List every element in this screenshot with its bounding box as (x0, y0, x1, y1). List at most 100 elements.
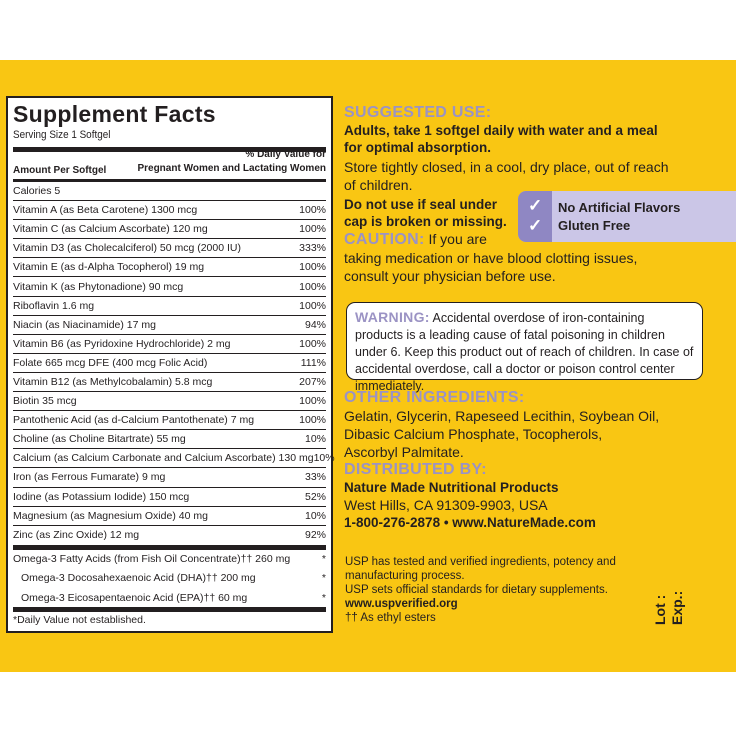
daily-value: 100% (299, 204, 326, 217)
nutrient-row: Zinc (as Zinc Oxide) 12 mg 92% (13, 526, 326, 545)
daily-value: 10% (313, 452, 335, 465)
daily-value: 207% (299, 375, 326, 388)
caution-line: consult your physician before use. (344, 268, 556, 284)
caution-line: taking medication or have blood clotting… (344, 250, 638, 266)
daily-value: * (321, 572, 326, 585)
ingredients-section: OTHER INGREDIENTS: Gelatin, Glycerin, Ra… (344, 389, 734, 531)
nutrient-row: Vitamin A (as Beta Carotene) 1300 mcg 100… (13, 201, 326, 221)
daily-value: 100% (299, 414, 326, 427)
other-ingredients-heading: OTHER INGREDIENTS: (344, 389, 525, 406)
daily-value: 333% (299, 242, 326, 255)
usp-line: USP sets official standards for dietary … (345, 584, 608, 596)
iron-warning-box: WARNING: Accidental overdose of iron-con… (346, 302, 703, 393)
divider (13, 544, 326, 550)
warning-text: Accidental overdose of iron-containing p… (355, 311, 694, 393)
claims-badge: ✓ ✓ No Artificial Flavors Gluten Free (518, 191, 736, 242)
nutrient-name: Choline (as Choline Bitartrate) 55 mg (13, 433, 186, 446)
nutrient-row: Vitamin B6 (as Pyridoxine Hydrochloride)… (13, 335, 326, 354)
divider (13, 147, 326, 152)
caution-heading: CAUTION: (344, 231, 425, 248)
facts-title: Supplement Facts (13, 101, 216, 127)
suggested-use-line: for optimal absorption. (344, 140, 491, 155)
distributor-name: Nature Made Nutritional Products (344, 480, 559, 495)
seal-line: Do not use if seal under (344, 197, 498, 212)
daily-value: 10% (304, 509, 326, 522)
nutrient-row: Vitamin B12 (as Methylcobalamin) 5.8 mcg… (13, 373, 326, 393)
daily-value: 100% (299, 223, 326, 236)
usp-line: USP has tested and verified ingredients,… (345, 556, 616, 568)
daily-value: 33% (304, 471, 326, 484)
nutrient-name: Omega-3 Docosahexaenoic Acid (DHA)†† 200… (21, 572, 256, 585)
nutrient-row: Folate 665 mcg DFE (400 mcg Folic Acid) 1… (13, 354, 326, 373)
nutrient-name: Omega-3 Fatty Acids (from Fish Oil Conce… (13, 553, 291, 566)
daily-value: 100% (299, 337, 326, 350)
daily-value: * (321, 591, 326, 604)
nutrient-name: Folate 665 mcg DFE (400 mcg Folic Acid) (13, 356, 208, 369)
ingredients-line: Gelatin, Glycerin, Rapeseed Lecithin, So… (344, 408, 660, 424)
distributor-address: West Hills, CA 91309-9903, USA (344, 497, 548, 513)
amount-header: Amount Per Softgel (13, 165, 107, 176)
daily-value: 92% (304, 529, 326, 542)
nutrient-row: Pantothenic Acid (as d-Calcium Pantothen… (13, 411, 326, 431)
nutrient-row: Choline (as Choline Bitartrate) 55 mg 10% (13, 430, 326, 450)
distributor-contact: 1-800-276-2878 • www.NatureMade.com (344, 515, 596, 530)
nutrient-row: Riboflavin 1.6 mg 100% (13, 297, 326, 316)
calories-row: Calories 5 (13, 182, 326, 202)
usp-website: www.uspverified.org (345, 598, 458, 610)
checkmark-icon: ✓ (528, 196, 543, 215)
exp-label: Exp.: (669, 590, 685, 625)
nutrient-row: Niacin (as Niacinamide) 17 mg 94% (13, 316, 326, 335)
nutrient-name: Iodine (as Potassium Iodide) 150 mcg (13, 490, 190, 503)
nutrient-row: Vitamin K (as Phytonadione) 90 mcg 100% (13, 277, 326, 297)
nutrient-name: Iron (as Ferrous Fumarate) 9 mg (13, 471, 166, 484)
calories: Calories 5 (13, 185, 61, 198)
daily-value: 94% (304, 318, 326, 331)
ingredients-line: Ascorbyl Palmitate. (344, 444, 464, 460)
claim-no-artificial-flavors: No Artificial Flavors (558, 200, 681, 215)
daily-value: * (321, 553, 326, 566)
facts-header: Amount Per Softgel % Daily Value for Preg… (13, 149, 326, 182)
nutrient-name: Calcium (as Calcium Carbonate and Calciu… (13, 452, 314, 465)
suggested-use-line: Adults, take 1 softgel daily with water … (344, 123, 658, 138)
nutrient-name: Riboflavin 1.6 mg (13, 299, 95, 312)
nutrient-name: Pantothenic Acid (as d-Calcium Pantothen… (13, 414, 255, 427)
nutrient-row: Omega-3 Fatty Acids (from Fish Oil Conce… (13, 550, 326, 569)
storage-line: of children. (344, 177, 413, 193)
nutrient-name: Vitamin K (as Phytonadione) 90 mcg (13, 280, 184, 293)
seal-line: cap is broken or missing. (344, 214, 507, 229)
usp-line: manufacturing process. (345, 570, 465, 582)
nutrient-row: Iodine (as Potassium Iodide) 150 mcg 52% (13, 488, 326, 507)
lot-label: Lot : (652, 594, 668, 625)
nutrient-row: Biotin 35 mcg 100% (13, 392, 326, 412)
lot-exp-stamp: Lot : Exp.: (652, 591, 686, 625)
daily-value: 100% (299, 299, 326, 312)
nutrient-row: Calcium (as Calcium Carbonate and Calciu… (13, 449, 335, 469)
daily-value: 111% (300, 356, 326, 369)
nutrient-name: Magnesium (as Magnesium Oxide) 40 mg (13, 509, 208, 522)
footnote: *Daily Value not established. (13, 614, 146, 627)
nutrient-row: Vitamin D3 (as Cholecalciferol) 50 mcg (… (13, 239, 326, 259)
serving-size: Serving Size 1 Softgel (13, 129, 111, 141)
usp-notes: USP has tested and verified ingredients,… (345, 555, 645, 625)
ingredients-line: Dibasic Calcium Phosphate, Tocopherols, (344, 426, 603, 442)
nutrient-row: Omega-3 Eicosapentaenoic Acid (EPA)†† 60… (13, 588, 326, 607)
daily-value: 100% (299, 395, 326, 408)
nutrient-row: Vitamin C (as Calcium Ascorbate) 120 mg 1… (13, 220, 326, 240)
caution-text: If you are (424, 231, 487, 247)
nutrient-row: Omega-3 Docosahexaenoic Acid (DHA)†† 200… (13, 569, 326, 588)
storage-line: Store tightly closed, in a cool, dry pla… (344, 159, 669, 175)
daily-value: 100% (299, 280, 326, 293)
supplement-facts-panel: Supplement Facts Serving Size 1 Softgel … (6, 96, 335, 633)
nutrient-row: Iron (as Ferrous Fumarate) 9 mg 33% (13, 468, 326, 488)
nutrient-row: Vitamin E (as d-Alpha Tocopherol) 19 mg 1… (13, 258, 326, 278)
nutrient-name: Biotin 35 mcg (13, 395, 77, 408)
directions-column: SUGGESTED USE: Adults, take 1 softgel da… (344, 104, 736, 285)
nutrient-name: Vitamin C (as Calcium Ascorbate) 120 mg (13, 223, 208, 236)
distributed-by-heading: DISTRIBUTED BY: (344, 461, 487, 478)
nutrient-name: Vitamin A (as Beta Carotene) 1300 mcg (13, 204, 198, 217)
dv-header-1: % Daily Value for (245, 149, 326, 160)
nutrient-name: Vitamin B12 (as Methylcobalamin) 5.8 mcg (13, 375, 213, 388)
ethyl-esters-note: †† As ethyl esters (345, 612, 436, 624)
nutrient-name: Vitamin D3 (as Cholecalciferol) 50 mcg (… (13, 242, 241, 255)
divider (13, 607, 326, 613)
